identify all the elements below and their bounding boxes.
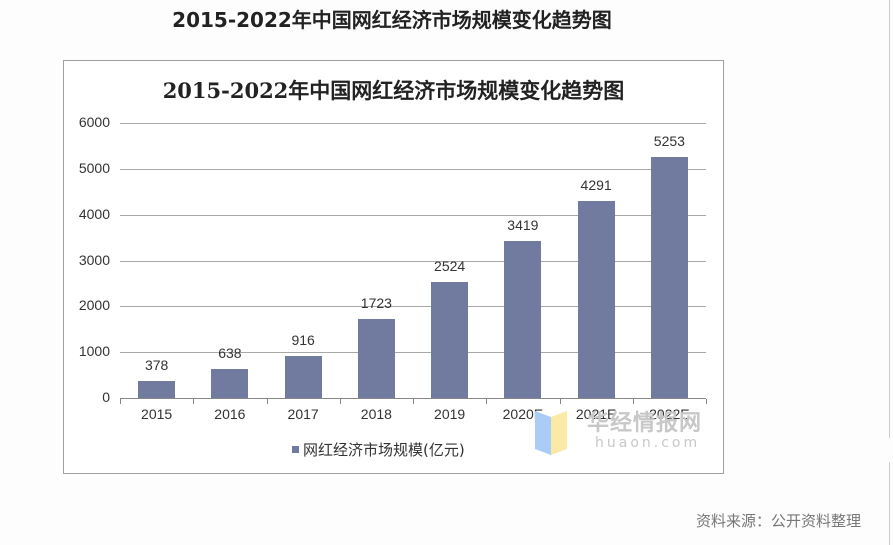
x-tick-mark — [120, 399, 121, 404]
x-tick-label: 2021E — [575, 406, 617, 422]
chart-container: 2015-2022年中国网红经济市场规模变化趋势图 0 1000 2000 3000 4… — [63, 60, 724, 474]
x-tick-label: 2019 — [434, 406, 466, 422]
x-tick-label: 2017 — [287, 406, 319, 422]
bar-value-label: 5253 — [653, 133, 685, 150]
x-tick-mark — [486, 399, 488, 404]
bar-value-label: 3419 — [507, 217, 539, 234]
x-tick-mark — [559, 399, 561, 404]
x-tick-mark — [632, 399, 634, 404]
bar-value-label: 638 — [218, 344, 242, 361]
x-tick-mark — [193, 399, 195, 404]
x-tick-label: 2018 — [360, 406, 392, 422]
chart-title: 2015-2022年中国网红经济市场规模变化趋势图 — [162, 78, 625, 103]
x-tick-mark — [706, 399, 707, 404]
y-tick-label: 2000 — [78, 297, 110, 314]
x-tick-label: 2016 — [214, 406, 246, 422]
bar-value-label: 916 — [291, 332, 315, 349]
bar-2015 — [138, 380, 176, 398]
chart-legend: 网红经济市场规模(亿元) — [292, 439, 465, 460]
x-tick-mark — [266, 399, 268, 404]
divider — [889, 0, 890, 438]
bar-2019 — [431, 282, 469, 398]
gridline — [120, 214, 706, 216]
gridline — [120, 306, 706, 308]
gridline — [120, 352, 706, 354]
y-tick-label: 1000 — [78, 343, 110, 360]
x-tick-mark — [413, 399, 414, 404]
x-tick-mark — [339, 399, 341, 404]
y-tick-label: 3000 — [78, 251, 110, 268]
bar-value-label: 378 — [144, 356, 169, 373]
divider — [889, 462, 890, 545]
bar-value-label: 1723 — [360, 295, 392, 312]
bar-2016 — [211, 368, 249, 398]
x-axis-line — [120, 398, 706, 399]
legend-swatch — [292, 446, 299, 453]
gridline — [120, 260, 706, 262]
watermark: 华经情报网 huaon.com — [535, 405, 735, 461]
y-tick-label: 6000 — [78, 114, 110, 130]
watermark-en: huaon.com — [595, 435, 701, 451]
gridline — [120, 123, 706, 124]
bar-value-label: 2524 — [434, 258, 466, 275]
watermark-cn: 华经情报网 — [587, 411, 703, 436]
y-tick-label: 0 — [102, 389, 110, 405]
y-tick-label: 4000 — [78, 205, 110, 222]
x-tick-label: 2022E — [649, 406, 690, 422]
bar-2018 — [357, 319, 395, 398]
x-tick-label: 2020E — [502, 406, 544, 422]
y-tick-label: 5000 — [78, 159, 110, 176]
bar-2020E — [504, 241, 542, 398]
bar-2022E — [650, 157, 688, 398]
bar-2021E — [577, 201, 615, 398]
bar-2017 — [284, 356, 322, 398]
x-tick-label: 2015 — [141, 406, 173, 422]
gridline — [120, 168, 706, 170]
page-title: 2015-2022年中国网红经济市场规模变化趋势图 — [172, 8, 612, 32]
bar-value-label: 4291 — [580, 177, 612, 194]
huaon-logo-icon — [535, 411, 567, 455]
source-note: 资料来源：公开资料整理 — [695, 512, 861, 530]
legend-label: 网红经济市场规模(亿元) — [303, 441, 465, 459]
